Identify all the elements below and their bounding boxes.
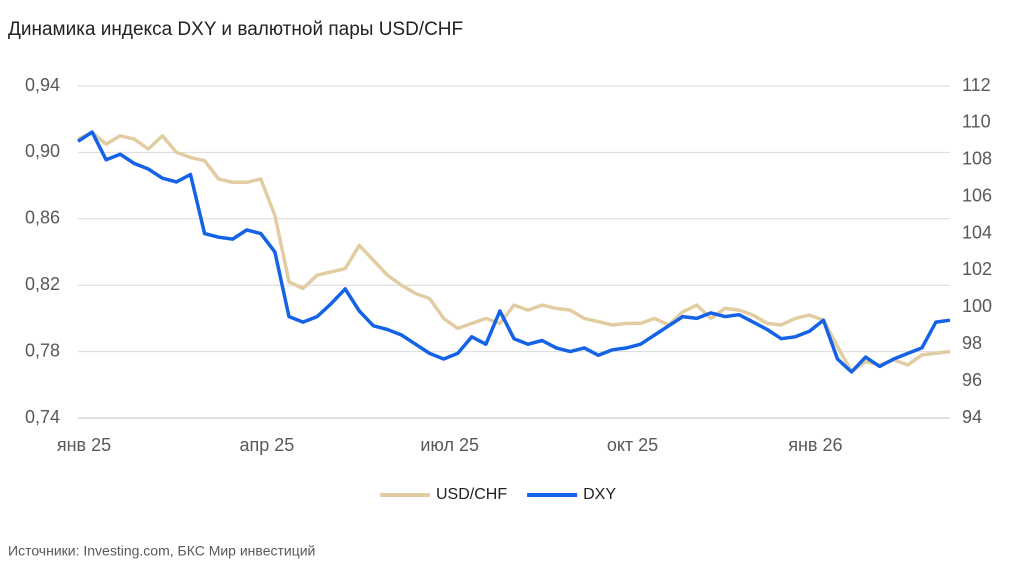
x-tick-label: янв 25 (57, 435, 111, 455)
y2-tick-label: 108 (962, 149, 992, 169)
y-tick-label: 0,94 (25, 75, 60, 95)
series-line (77, 130, 951, 374)
y-tick-label: 0,78 (25, 340, 60, 360)
x-tick-label: окт 25 (607, 435, 658, 455)
y2-tick-label: 110 (962, 112, 991, 132)
y2-tick-label: 112 (962, 75, 991, 95)
x-tick-label: июл 25 (420, 435, 479, 455)
legend-label: DXY (583, 486, 616, 503)
x-tick-label: апр 25 (239, 435, 294, 455)
y-tick-label: 0,74 (25, 407, 60, 427)
y2-tick-label: 100 (962, 296, 992, 316)
y-tick-label: 0,82 (25, 274, 60, 294)
y2-tick-label: 106 (962, 185, 992, 205)
y-tick-label: 0,90 (25, 141, 60, 161)
y-tick-label: 0,86 (25, 208, 60, 228)
y2-tick-label: 98 (962, 333, 982, 353)
y2-tick-label: 96 (962, 370, 982, 390)
chart-title: Динамика индекса DXY и валютной пары USD… (8, 19, 463, 40)
y2-tick-label: 104 (962, 222, 992, 242)
x-tick-label: янв 26 (788, 435, 842, 455)
y2-tick-label: 102 (962, 259, 992, 279)
source-note: Источники: Investing.com, БКС Мир инвест… (8, 543, 315, 559)
series-line (77, 130, 951, 374)
legend-label: USD/CHF (436, 486, 507, 503)
y2-tick-label: 94 (962, 407, 982, 427)
